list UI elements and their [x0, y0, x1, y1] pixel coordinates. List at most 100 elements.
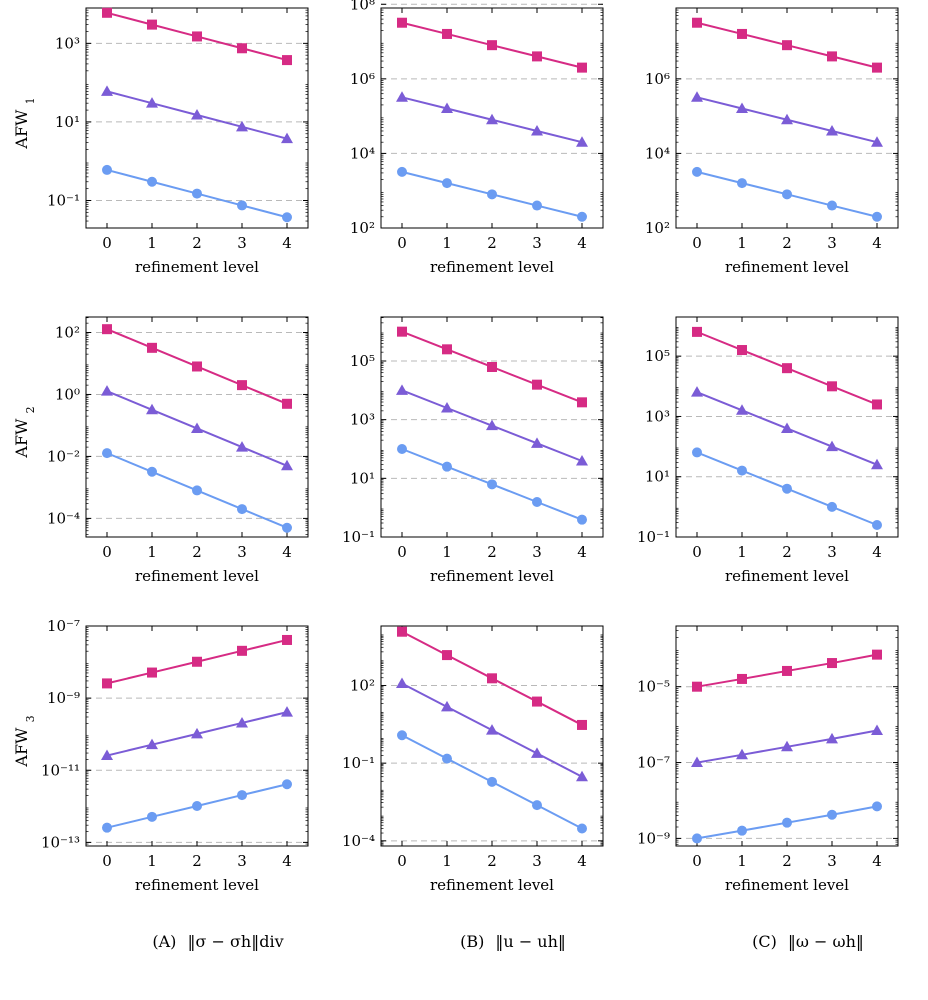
y-tick-label: 10³ [645, 407, 670, 425]
x-tick-label: 3 [237, 852, 247, 870]
data-point-circle [102, 164, 112, 175]
data-point-square [532, 51, 542, 62]
data-point-triangle [396, 91, 408, 102]
caption-b: (B) ‖u − uh‖ [373, 932, 653, 951]
y-tick-label: 10⁻² [47, 447, 80, 465]
data-point-triangle [691, 386, 703, 397]
y-tick-label: 10¹ [350, 469, 375, 487]
x-tick-label: 3 [827, 852, 837, 870]
data-point-circle [532, 800, 542, 811]
caption-c: (C) ‖ω − ωh‖ [668, 932, 928, 951]
y-tick-label: 10⁻⁴ [47, 509, 80, 527]
data-point-triangle [146, 403, 158, 415]
data-point-triangle [101, 749, 113, 761]
x-tick-label: 0 [102, 543, 112, 561]
data-point-square [872, 649, 882, 660]
x-tick-label: 1 [737, 852, 747, 870]
x-tick-label: 1 [147, 852, 157, 870]
data-point-triangle [191, 109, 203, 120]
data-point-circle [282, 212, 292, 223]
y-tick-label: 10⁸ [350, 0, 375, 13]
data-point-circle [827, 809, 837, 820]
x-tick-label: 2 [782, 234, 792, 252]
x-tick-label: 3 [237, 234, 247, 252]
data-point-triangle [826, 732, 838, 744]
y-tick-label: 10⁻⁹ [637, 829, 670, 847]
x-tick-label: 4 [282, 543, 292, 561]
data-point-circle [692, 833, 702, 844]
data-point-circle [532, 497, 542, 508]
data-point-square [872, 399, 882, 410]
data-point-triangle [101, 85, 113, 96]
data-point-circle [237, 504, 247, 515]
data-point-square [397, 326, 407, 337]
y-tick-label: 10⁻⁷ [637, 754, 670, 772]
data-point-triangle [826, 124, 838, 136]
data-point-circle [577, 823, 587, 834]
y-tick-label: 10⁴ [645, 144, 670, 162]
data-point-triangle [871, 724, 883, 735]
x-tick-label: 0 [102, 852, 112, 870]
data-point-square [737, 345, 747, 356]
data-point-square [102, 678, 112, 689]
x-axis-label: refinement level [430, 258, 554, 276]
x-tick-label: 3 [532, 543, 542, 561]
data-point-triangle [101, 385, 113, 396]
x-tick-label: 1 [442, 543, 452, 561]
data-point-square [237, 43, 247, 54]
x-axis-label: refinement level [430, 567, 554, 585]
data-point-square [282, 55, 292, 66]
y-tick-label: 10⁻¹ [47, 192, 80, 210]
data-point-circle [397, 444, 407, 454]
x-tick-label: 3 [237, 543, 247, 561]
chart-r1c1: 10⁻¹ 10¹ 10³ 10⁵ 0 1 2 3 4 refinement level [342, 316, 604, 585]
data-point-circle [782, 817, 792, 828]
data-point-circle [782, 483, 792, 494]
x-axis-label: refinement level [725, 258, 849, 276]
data-point-triangle [691, 756, 703, 768]
x-tick-label: 4 [282, 852, 292, 870]
data-point-triangle [191, 422, 203, 433]
x-tick-label: 2 [192, 852, 202, 870]
data-point-square [872, 62, 882, 73]
y-tick-label: 10¹ [55, 113, 80, 131]
x-tick-label: 4 [872, 852, 882, 870]
data-point-circle [487, 776, 497, 787]
data-point-circle [147, 811, 157, 822]
data-point-circle [737, 825, 747, 836]
chart-r0c0: 10⁻¹ 10¹ 10³ 0 1 2 3 4 refinement level [47, 7, 309, 276]
y-tick-label: 10⁶ [645, 70, 670, 88]
data-point-triangle [576, 454, 588, 466]
x-tick-label: 1 [442, 234, 452, 252]
y-tick-label: 10² [350, 219, 375, 237]
x-tick-label: 3 [532, 852, 542, 870]
x-axis-label: refinement level [135, 567, 259, 585]
x-tick-label: 2 [782, 852, 792, 870]
data-point-circle [237, 200, 247, 211]
x-tick-label: 1 [147, 234, 157, 252]
data-point-circle [282, 779, 292, 790]
data-point-triangle [871, 136, 883, 147]
data-point-triangle [531, 437, 543, 448]
data-point-square [487, 361, 497, 372]
y-tick-label: 10⁰ [55, 385, 80, 403]
data-point-circle [102, 448, 112, 459]
data-point-circle [532, 200, 542, 211]
data-point-circle [442, 178, 452, 189]
data-point-circle [737, 465, 747, 476]
data-point-square [282, 634, 292, 645]
data-point-triangle [281, 132, 293, 144]
data-point-square [692, 17, 702, 28]
data-point-circle [487, 479, 497, 490]
data-point-square [397, 626, 407, 637]
y-tick-label: 10³ [55, 34, 80, 52]
data-point-square [237, 380, 247, 391]
caption-c-expr: ‖ω − ωh‖ [787, 932, 864, 951]
y-tick-label: 10⁻⁵ [637, 678, 670, 696]
data-point-triangle [191, 727, 203, 739]
data-point-square [442, 28, 452, 39]
x-tick-label: 0 [397, 543, 407, 561]
chart-panels: 10⁻¹ 10¹ 10³ 0 1 2 3 4 refinement level 10² 10⁴ 10⁶… [41, 0, 899, 894]
data-point-square [532, 379, 542, 390]
data-point-circle [692, 166, 702, 177]
